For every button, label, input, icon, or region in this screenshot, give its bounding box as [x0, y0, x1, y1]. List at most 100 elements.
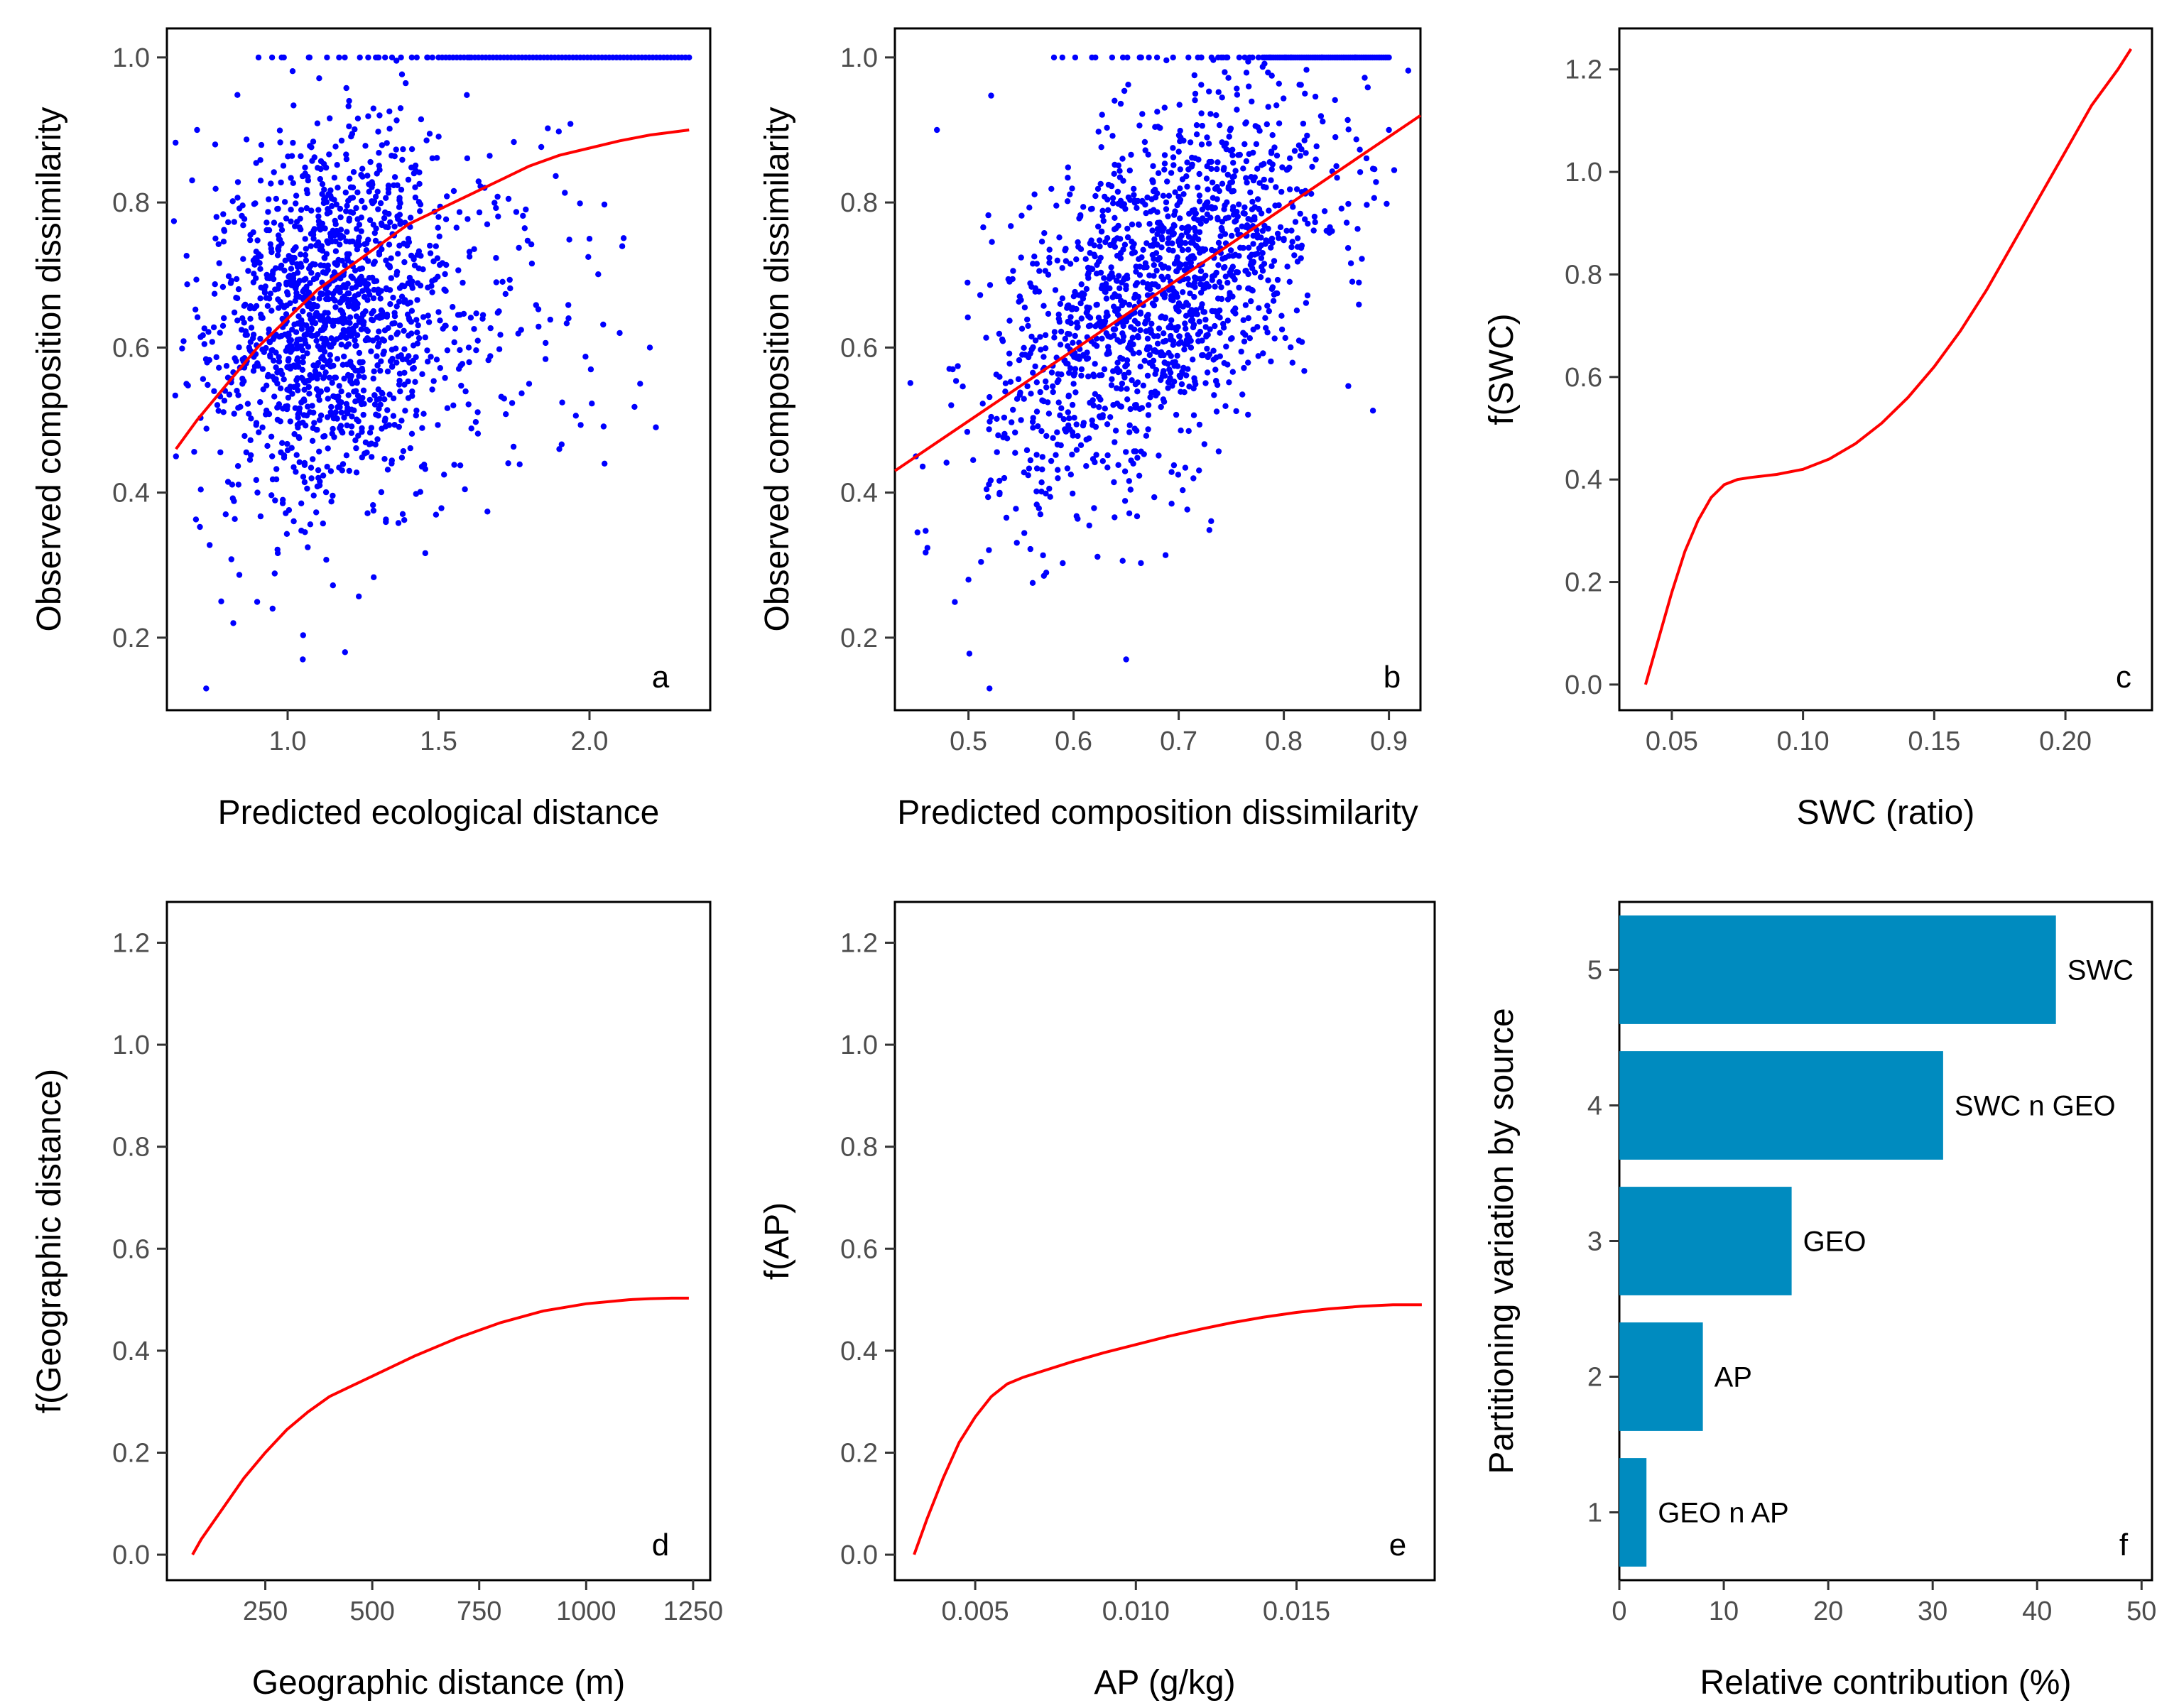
- scatter-point: [430, 258, 437, 265]
- scatter-point: [1191, 72, 1198, 79]
- scatter-point: [1274, 230, 1281, 237]
- scatter-point: [1185, 246, 1192, 253]
- scatter-point: [1199, 206, 1206, 213]
- scatter-point: [1021, 304, 1028, 311]
- scatter-point: [292, 223, 298, 229]
- scatter-point: [266, 196, 272, 202]
- scatter-point: [1293, 308, 1300, 314]
- scatter-point: [241, 378, 247, 384]
- scatter-point: [276, 354, 282, 360]
- scatter-point: [1124, 357, 1131, 364]
- scatter-point: [277, 139, 283, 146]
- scatter-point: [1276, 235, 1282, 241]
- scatter-point: [1064, 465, 1071, 472]
- scatter-point: [1131, 192, 1137, 198]
- scatter-point: [234, 388, 240, 394]
- response-curve: [1643, 48, 2133, 685]
- scatter-point: [221, 228, 228, 234]
- scatter-point: [401, 240, 407, 247]
- scatter-point: [1222, 231, 1229, 237]
- scatter-point: [330, 425, 336, 433]
- scatter-point: [1173, 327, 1180, 334]
- scatter-point: [369, 184, 375, 190]
- scatter-point: [1281, 95, 1287, 102]
- scatter-point: [343, 208, 349, 214]
- scatter-point: [288, 254, 295, 261]
- scatter-point: [1062, 335, 1069, 342]
- scatter-point: [246, 457, 254, 463]
- scatter-point: [1065, 422, 1072, 429]
- scatter-point: [197, 486, 204, 493]
- scatter-point: [1391, 167, 1398, 173]
- scatter-point: [1046, 259, 1053, 266]
- scatter-point: [260, 386, 266, 393]
- scatter-point: [372, 441, 379, 448]
- scatter-point: [283, 281, 290, 288]
- scatter-point: [1038, 428, 1045, 435]
- scatter-point: [220, 239, 227, 245]
- scatter-point: [1354, 226, 1361, 232]
- scatter-point: [288, 282, 295, 288]
- scatter-point: [291, 431, 298, 437]
- scatter-point: [215, 241, 222, 247]
- scatter-point: [244, 401, 251, 407]
- scatter-point: [1243, 175, 1249, 181]
- scatter-point: [305, 54, 312, 61]
- scatter-point: [378, 489, 385, 496]
- scatter-point: [395, 520, 402, 526]
- scatter-point: [308, 207, 315, 214]
- scatter-point: [1117, 255, 1124, 261]
- scatter-point: [283, 347, 289, 354]
- scatter-point: [1268, 244, 1274, 251]
- scatter-point: [1114, 188, 1121, 195]
- scatter-point: [420, 314, 427, 320]
- scatter-point: [1196, 229, 1203, 236]
- scatter-point: [1160, 370, 1166, 376]
- scatter-point: [1015, 376, 1022, 383]
- scatter-point: [246, 347, 254, 354]
- scatter-point: [316, 448, 322, 455]
- scatter-point: [1107, 241, 1114, 249]
- scatter-point: [406, 274, 413, 281]
- scatter-point: [1344, 116, 1351, 124]
- scatter-point: [257, 157, 263, 163]
- scatter-point: [266, 326, 272, 332]
- scatter-point: [631, 403, 638, 410]
- scatter-point: [316, 417, 323, 423]
- scatter-point: [250, 332, 257, 338]
- scatter-point: [1087, 206, 1094, 212]
- scatter-point: [1080, 204, 1087, 210]
- scatter-point: [1126, 429, 1133, 435]
- scatter-point: [1131, 249, 1139, 256]
- scatter-point: [382, 423, 389, 430]
- scatter-point: [1097, 180, 1104, 187]
- scatter-point: [497, 332, 504, 338]
- scatter-point: [1288, 244, 1295, 251]
- scatter-point: [1118, 386, 1124, 392]
- scatter-point: [1171, 212, 1178, 218]
- scatter-point: [1153, 241, 1160, 247]
- scatter-point: [353, 241, 359, 249]
- scatter-point: [293, 469, 299, 475]
- scatter-point: [987, 477, 994, 484]
- scatter-point: [1038, 347, 1044, 353]
- scatter-point: [1241, 141, 1248, 148]
- scatter-point: [450, 304, 456, 310]
- scatter-point: [1270, 298, 1277, 304]
- scatter-point: [388, 275, 394, 281]
- scatter-point: [1126, 301, 1133, 308]
- scatter-point: [253, 420, 260, 426]
- scatter-point: [1151, 494, 1158, 501]
- scatter-point: [475, 178, 482, 185]
- scatter-point: [1131, 185, 1137, 192]
- scatter-point: [1224, 279, 1231, 286]
- scatter-point: [409, 388, 415, 395]
- scatter-point: [234, 92, 241, 98]
- scatter-point: [602, 460, 608, 467]
- scatter-point: [1085, 355, 1092, 361]
- scatter-point: [1028, 283, 1035, 290]
- scatter-point: [1240, 317, 1246, 323]
- x-tick-label: 1.0: [269, 727, 307, 756]
- scatter-point: [1167, 369, 1174, 376]
- scatter-point: [970, 457, 977, 463]
